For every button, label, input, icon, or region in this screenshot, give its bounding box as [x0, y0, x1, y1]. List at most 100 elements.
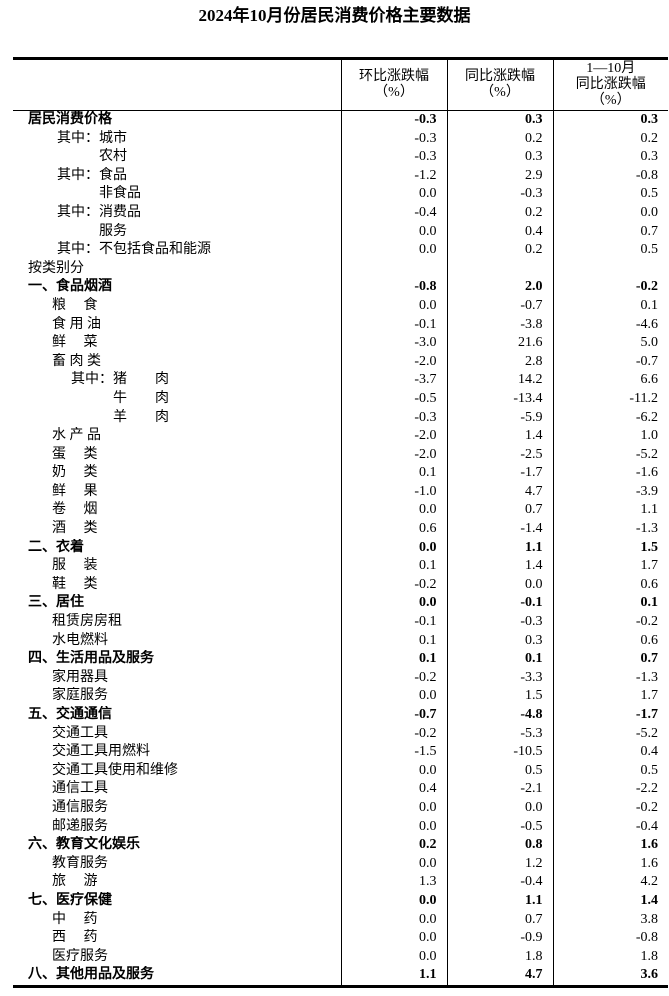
row-value: 1.6	[552, 836, 668, 855]
row-label: 鲜 果	[52, 483, 98, 499]
row-value: 0.6	[552, 575, 668, 595]
table-row: 羊 肉 -0.3 -5.9 -6.2	[13, 408, 668, 428]
row-value: -1.4	[446, 520, 553, 539]
row-value: 6.6	[552, 371, 668, 390]
row-value: -0.2	[340, 668, 447, 688]
header-line: 同比涨跌幅	[575, 77, 646, 92]
header-line: 1—10月	[586, 61, 636, 76]
row-value: -2.0	[340, 352, 447, 372]
row-value: 0.7	[446, 501, 553, 521]
header-unit: （%）	[590, 93, 631, 108]
row-label: 酒 类	[52, 521, 98, 537]
row-value: -1.6	[552, 464, 668, 483]
row-value: 1.1	[340, 966, 447, 987]
row-value: 0.1	[552, 594, 668, 614]
row-label: 蛋 类	[52, 446, 98, 462]
row-label: 鲜 菜	[52, 335, 98, 351]
row-value: -5.9	[446, 408, 553, 428]
table-row: 按类别分	[13, 259, 668, 279]
row-value: 2.0	[446, 278, 553, 297]
row-value: 0.1	[446, 650, 553, 669]
row-value: 1.5	[552, 538, 668, 558]
table-row: 其中：城市 -0.3 0.2 0.2	[13, 129, 668, 149]
row-value: -0.3	[446, 185, 553, 204]
row-label: 羊 肉	[113, 409, 169, 425]
row-value: 1.1	[446, 538, 553, 558]
row-value: -1.7	[446, 464, 553, 483]
table-row: 邮递服务 0.0 -0.5 -0.4	[13, 817, 668, 837]
table-row: 家用器具 -0.2 -3.3 -1.3	[13, 668, 668, 688]
row-value: 0.0	[340, 241, 447, 260]
row-value: 0.0	[340, 817, 447, 837]
table-row: 农村 -0.3 0.3 0.3	[13, 148, 668, 167]
row-value: -0.2	[552, 798, 668, 818]
row-value: -2.2	[552, 780, 668, 799]
row-value	[446, 259, 553, 279]
row-label: 食 用 油	[52, 316, 101, 332]
row-value: 0.1	[340, 464, 447, 483]
row-value: 0.1	[552, 296, 668, 316]
table-row: 其中：消费品 -0.4 0.2 0.0	[13, 203, 668, 223]
row-label: 家庭服务	[52, 688, 108, 704]
row-value: 2.9	[446, 166, 553, 186]
row-label: 一、食品烟酒	[28, 279, 112, 295]
row-value: -0.3	[340, 129, 447, 149]
row-value: 0.0	[340, 910, 447, 930]
row-value: 0.5	[552, 185, 668, 204]
row-value: -0.5	[340, 389, 447, 409]
row-label: 交通工具使用和维修	[52, 762, 178, 778]
header-line: 环比涨跌幅	[359, 69, 429, 84]
row-value: -13.4	[446, 389, 553, 409]
row-value: -0.1	[340, 613, 447, 632]
row-value: -5.3	[446, 724, 553, 744]
table-row: 水 产 品 -2.0 1.4 1.0	[13, 427, 668, 446]
row-value: -0.2	[552, 613, 668, 632]
row-value: -0.4	[340, 203, 447, 223]
row-label: 七、医疗保健	[28, 892, 112, 908]
row-value: 3.6	[552, 966, 668, 987]
row-value: 0.3	[446, 110, 553, 130]
table-row: 服 装 0.1 1.4 1.7	[13, 557, 668, 576]
row-label: 西 药	[52, 930, 98, 946]
row-label: 居民消费价格	[28, 112, 112, 127]
table-row: 西 药 0.0 -0.9 -0.8	[13, 929, 668, 948]
table-row: 酒 类 0.6 -1.4 -1.3	[13, 520, 668, 539]
row-value: 0.5	[446, 761, 553, 781]
row-value: 0.2	[446, 241, 553, 260]
row-label: 农村	[99, 149, 127, 165]
row-value: 0.4	[446, 222, 553, 242]
row-value: -11.2	[552, 389, 668, 409]
row-value: 0.7	[552, 650, 668, 669]
row-value: -2.1	[446, 780, 553, 799]
row-value: 1.4	[552, 891, 668, 911]
row-value: -0.7	[446, 296, 553, 316]
row-label: 通信工具	[52, 781, 108, 797]
row-value: -0.2	[340, 575, 447, 595]
row-value: 1.6	[552, 854, 668, 874]
row-label: 卷 烟	[52, 502, 98, 518]
row-value: 0.0	[340, 798, 447, 818]
col-header-mom-change: 环比涨跌幅 （%）	[340, 58, 447, 111]
table-row: 三、居住 0.0 -0.1 0.1	[13, 594, 668, 614]
row-value: 0.0	[340, 854, 447, 874]
row-value: 0.2	[446, 129, 553, 149]
row-value: 0.4	[340, 780, 447, 799]
row-value: 1.4	[446, 427, 553, 446]
row-value: 0.0	[340, 538, 447, 558]
table-row: 通信服务 0.0 0.0 -0.2	[13, 798, 668, 818]
row-label: 按类别分	[28, 260, 84, 276]
row-value: -0.4	[552, 817, 668, 837]
row-value: -5.2	[552, 445, 668, 465]
table-row: 医疗服务 0.0 1.8 1.8	[13, 947, 668, 967]
row-value: -0.3	[340, 408, 447, 428]
row-value: -3.8	[446, 315, 553, 335]
row-label: 家用器具	[52, 669, 108, 685]
table-row: 一、食品烟酒 -0.8 2.0 -0.2	[13, 278, 668, 297]
row-value: 0.4	[552, 743, 668, 762]
row-value: -0.8	[552, 166, 668, 186]
row-value: -0.8	[552, 929, 668, 948]
row-label: 三、居住	[28, 595, 84, 611]
row-value: 0.0	[340, 594, 447, 614]
row-value: -3.7	[340, 371, 447, 390]
row-value: 4.7	[446, 482, 553, 502]
